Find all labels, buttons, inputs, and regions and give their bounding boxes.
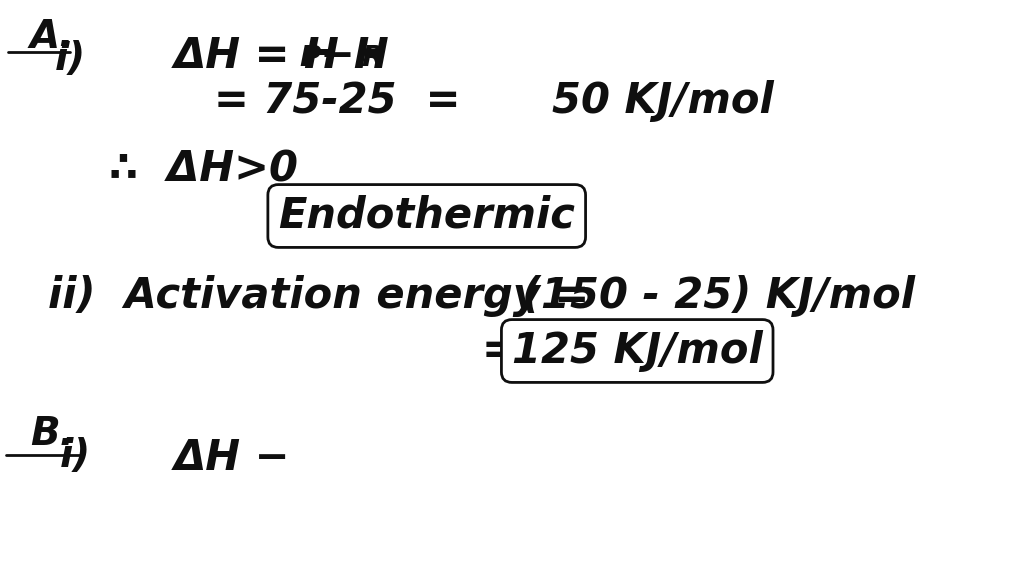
Text: 125 KJ/mol: 125 KJ/mol [512, 330, 763, 372]
Text: i): i) [54, 40, 86, 78]
Text: ∴  ΔH>0: ∴ ΔH>0 [110, 148, 298, 190]
Text: =: = [482, 330, 517, 372]
Text: (150 - 25) KJ/mol: (150 - 25) KJ/mol [522, 275, 914, 317]
Text: A.: A. [30, 18, 76, 56]
Text: i): i) [59, 437, 91, 475]
Text: 50 KJ/mol: 50 KJ/mol [552, 80, 773, 122]
Text: ΔH −: ΔH − [174, 437, 291, 479]
Text: = 75-25  =: = 75-25 = [214, 80, 460, 122]
Text: Endothermic: Endothermic [279, 195, 575, 237]
Text: ii)  Activation energy =: ii) Activation energy = [48, 275, 589, 317]
Text: R: R [361, 44, 384, 72]
Text: P: P [299, 44, 321, 72]
Text: −H: −H [321, 35, 390, 77]
Text: ΔH = H: ΔH = H [174, 35, 340, 77]
Text: B.: B. [30, 415, 74, 453]
